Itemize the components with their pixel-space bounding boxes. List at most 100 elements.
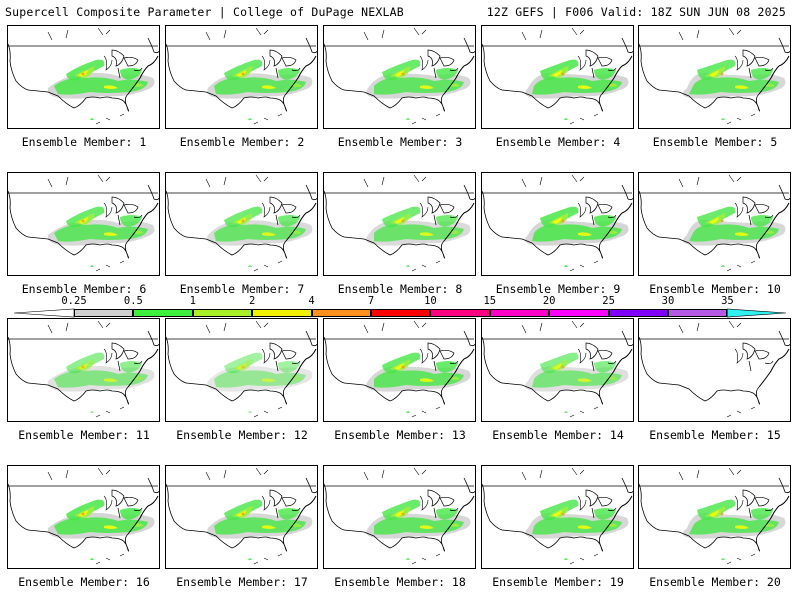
scp-field xyxy=(525,352,629,413)
colorbar: 0.25 0.5 1 2 4 7 10 15 20 25 30 35 xyxy=(0,295,800,323)
scp-field xyxy=(366,206,471,267)
map-outline xyxy=(166,467,317,565)
member-caption: Ensemble Member: 20 xyxy=(649,575,781,589)
scp-field xyxy=(207,59,313,120)
member-caption: Ensemble Member: 18 xyxy=(334,575,466,589)
map-outline xyxy=(166,27,317,125)
map-panel xyxy=(7,318,160,422)
colorbar-segment xyxy=(192,309,253,317)
colorbar-tick-label: 0.5 xyxy=(123,295,143,307)
colorbar-segment xyxy=(608,309,668,317)
map-panel xyxy=(481,172,634,276)
scp-field xyxy=(525,59,629,120)
colorbar-tick-label: 4 xyxy=(308,295,315,307)
colorbar-segment xyxy=(252,309,312,317)
map-panel xyxy=(481,465,634,569)
colorbar-segment xyxy=(74,309,134,317)
map-panel xyxy=(7,25,160,129)
colorbar-tick-label: 25 xyxy=(602,295,615,307)
map-panel xyxy=(638,465,791,569)
map-outline xyxy=(8,174,159,272)
scp-field xyxy=(207,499,313,560)
map-outline xyxy=(8,320,159,418)
member-caption: Ensemble Member: 10 xyxy=(649,282,781,296)
colorbar-tick-label: 2 xyxy=(249,295,256,307)
map-outline xyxy=(324,174,475,272)
colorbar-tick-label: 1 xyxy=(189,295,196,307)
scp-field xyxy=(525,206,629,267)
scp-field xyxy=(682,59,786,120)
map-panel xyxy=(323,318,476,422)
map-panel xyxy=(638,172,791,276)
scp-field xyxy=(207,352,313,413)
map-panel xyxy=(323,465,476,569)
colorbar-segment xyxy=(371,309,431,317)
scp-field xyxy=(47,352,155,413)
map-outline xyxy=(324,320,475,418)
run-valid-time: 12Z GEFS | F006 Valid: 18Z SUN JUN 08 20… xyxy=(486,5,786,19)
map-outline xyxy=(482,320,633,418)
colorbar-tick-label: 35 xyxy=(721,295,734,307)
map-outline xyxy=(8,27,159,125)
colorbar-tick-label: 0.25 xyxy=(61,295,87,307)
scp-field xyxy=(525,499,629,560)
map-outline xyxy=(639,27,790,125)
map-outline xyxy=(324,467,475,565)
member-caption: Ensemble Member: 14 xyxy=(492,428,624,442)
colorbar-tick-label: 20 xyxy=(542,295,556,307)
member-caption: Ensemble Member: 7 xyxy=(179,282,305,296)
colorbar-tick-label: 7 xyxy=(367,295,375,307)
map-outline xyxy=(639,467,790,565)
scp-field xyxy=(207,206,313,267)
map-panel xyxy=(481,318,634,422)
member-caption: Ensemble Member: 3 xyxy=(337,135,463,149)
map-panel xyxy=(165,25,318,129)
map-panel xyxy=(323,172,476,276)
scp-field xyxy=(47,499,155,560)
map-panel xyxy=(323,25,476,129)
member-caption: Ensemble Member: 12 xyxy=(176,428,308,442)
scp-field xyxy=(366,352,471,413)
member-caption: Ensemble Member: 6 xyxy=(21,282,147,296)
map-outline xyxy=(482,467,633,565)
map-outline xyxy=(166,320,317,418)
colorbar-segment xyxy=(549,309,609,317)
colorbar-segment xyxy=(668,309,728,317)
member-caption: Ensemble Member: 8 xyxy=(337,282,463,296)
colorbar-segment xyxy=(430,309,490,317)
map-outline xyxy=(8,467,159,565)
map-outline xyxy=(639,320,790,418)
member-caption: Ensemble Member: 17 xyxy=(176,575,308,589)
map-outline xyxy=(482,27,633,125)
map-panel xyxy=(481,25,634,129)
colorbar-tick-label: 10 xyxy=(424,295,437,307)
scp-field xyxy=(682,499,786,560)
colorbar-segment xyxy=(133,309,193,317)
member-caption: Ensemble Member: 5 xyxy=(652,135,778,149)
map-panel xyxy=(165,172,318,276)
map-panel xyxy=(638,318,791,422)
map-panel xyxy=(165,465,318,569)
member-caption: Ensemble Member: 16 xyxy=(18,575,150,589)
chart-title: Supercell Composite Parameter | College … xyxy=(5,5,404,19)
map-panel xyxy=(7,465,160,569)
scp-field xyxy=(366,59,471,120)
member-caption: Ensemble Member: 19 xyxy=(492,575,624,589)
map-panel xyxy=(638,25,791,129)
member-caption: Ensemble Member: 15 xyxy=(649,428,781,442)
map-outline xyxy=(324,27,475,125)
colorbar-segment xyxy=(311,309,371,317)
scp-field xyxy=(366,499,471,560)
map-panel xyxy=(7,172,160,276)
colorbar-tick-label: 15 xyxy=(483,295,497,307)
map-panel xyxy=(165,318,318,422)
member-caption: Ensemble Member: 9 xyxy=(495,282,621,296)
map-outline xyxy=(639,174,790,272)
scp-field xyxy=(47,206,155,267)
scp-field xyxy=(682,206,786,267)
map-outline xyxy=(482,174,633,272)
scp-field xyxy=(47,59,155,120)
member-caption: Ensemble Member: 1 xyxy=(21,135,147,149)
colorbar-tick-label: 30 xyxy=(661,295,675,307)
member-caption: Ensemble Member: 11 xyxy=(18,428,150,442)
